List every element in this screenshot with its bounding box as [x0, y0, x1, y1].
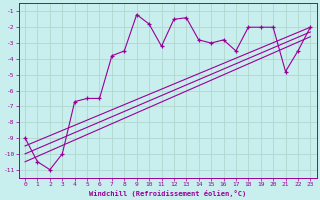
X-axis label: Windchill (Refroidissement éolien,°C): Windchill (Refroidissement éolien,°C) [89, 190, 246, 197]
